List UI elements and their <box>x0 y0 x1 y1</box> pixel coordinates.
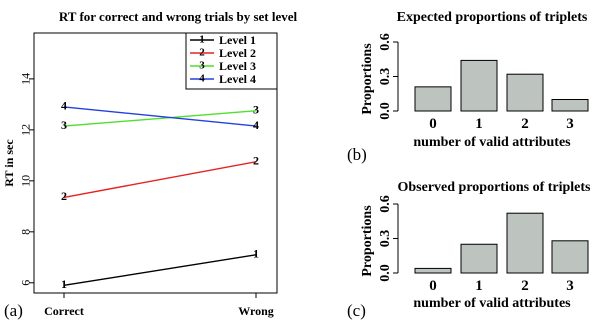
y-tick-label: 0.6 <box>378 195 393 213</box>
panel-b-letter: (b) <box>347 145 367 164</box>
y-tick-label: 8 <box>19 229 33 235</box>
x-tick-label: 3 <box>566 116 574 132</box>
series-line <box>63 161 257 199</box>
observed-chart-title: Observed proportions of triplets <box>397 180 591 195</box>
y-tick-label: 10 <box>19 175 33 187</box>
line-chart-x-axis: Correct Wrong <box>44 293 274 318</box>
data-point-marker: 4 <box>61 99 67 113</box>
data-point-marker: 3 <box>61 118 67 132</box>
observed-y-axis-label: Proportions <box>360 205 375 277</box>
observed-bars-group <box>414 212 589 274</box>
legend-marker: 3 <box>199 60 205 72</box>
y-tick-label: 6 <box>19 280 33 286</box>
x-tick-label: 2 <box>521 278 529 294</box>
expected-x-axis: 0 1 2 3 <box>429 116 574 132</box>
x-tick-label: 3 <box>566 278 574 294</box>
line-chart-plot-frame <box>33 32 278 294</box>
line-chart-title: RT for correct and wrong trials by set l… <box>59 9 298 24</box>
x-tick-label: Correct <box>44 304 84 318</box>
legend-label: Level 1 <box>219 33 256 47</box>
data-point-marker: 2 <box>61 189 67 203</box>
bar <box>506 212 544 274</box>
y-tick-label: 14 <box>19 73 33 85</box>
y-tick-label: 0.3 <box>378 68 393 86</box>
y-tick-label: 0.0 <box>378 264 393 282</box>
x-tick-label: 0 <box>429 116 437 132</box>
x-tick-label: 1 <box>475 116 483 132</box>
y-tick-label: 12 <box>19 124 33 136</box>
line-chart-y-axis: 6 8 10 12 14 <box>19 73 34 286</box>
bar <box>414 267 452 274</box>
y-tick-label: 0.6 <box>378 33 393 51</box>
legend-label: Level 4 <box>219 72 256 86</box>
bar <box>551 99 589 112</box>
line-chart-y-axis-label: RT in sec <box>2 139 16 187</box>
series-line <box>63 106 257 127</box>
line-chart-legend: 1 Level 1 2 Level 2 3 Level 3 4 Level 4 <box>185 32 278 90</box>
expected-bars-group <box>414 59 589 112</box>
expected-y-axis-label: Proportions <box>360 43 375 115</box>
bar <box>460 59 498 112</box>
x-tick-label: 0 <box>429 278 437 294</box>
series-line <box>63 254 257 287</box>
legend-marker: 2 <box>199 47 205 59</box>
data-point-marker: 2 <box>253 153 259 167</box>
panel-c-letter: (c) <box>347 301 366 320</box>
x-tick-label: Wrong <box>238 304 274 318</box>
bar <box>460 243 498 274</box>
expected-x-axis-label: number of valid attributes <box>413 135 571 150</box>
expected-chart-title: Expected proportions of triplets <box>397 10 588 25</box>
x-tick-label: 2 <box>521 116 529 132</box>
data-point-marker: 1 <box>61 277 67 291</box>
legend-marker: 1 <box>199 34 205 46</box>
expected-y-axis: 0.0 0.3 0.6 <box>378 33 398 120</box>
observed-bar-panel: Observed proportions of triplets 0.00.30… <box>347 180 591 320</box>
y-tick-label: 0.3 <box>378 230 393 248</box>
bar <box>414 86 452 112</box>
y-tick-label: 0.0 <box>378 102 393 120</box>
bar <box>551 240 589 274</box>
data-point-marker: 4 <box>253 118 259 132</box>
observed-y-axis: 0.0 0.3 0.6 <box>378 195 398 282</box>
observed-x-axis-label: number of valid attributes <box>413 296 571 311</box>
line-chart-series-group: 1 1 2 2 3 3 4 4 <box>61 99 259 291</box>
data-point-marker: 1 <box>253 247 259 261</box>
legend-label: Level 2 <box>219 46 256 60</box>
data-point-marker: 3 <box>253 102 259 116</box>
observed-x-axis: 0 1 2 3 <box>429 278 574 294</box>
legend-label: Level 3 <box>219 59 256 73</box>
line-chart-panel: RT for correct and wrong trials by set l… <box>2 9 298 320</box>
x-tick-label: 1 <box>475 278 483 294</box>
legend-marker: 4 <box>199 73 205 85</box>
panel-a-letter: (a) <box>4 301 23 320</box>
expected-bar-panel: Expected proportions of triplets 0.00.30… <box>347 10 589 164</box>
bar <box>506 73 544 112</box>
series-line <box>63 110 257 127</box>
